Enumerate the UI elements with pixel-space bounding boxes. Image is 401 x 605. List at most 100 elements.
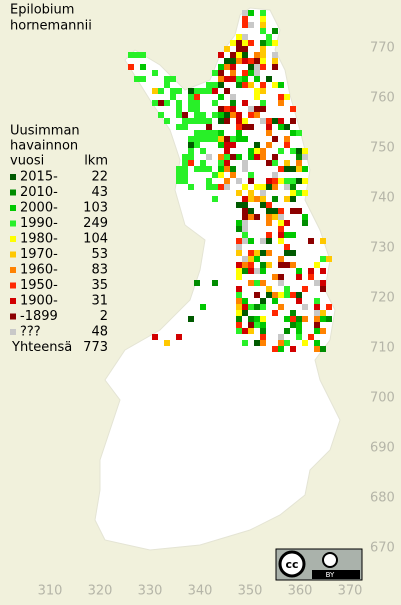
occurrence-cell xyxy=(188,316,194,322)
occurrence-cell xyxy=(314,346,320,352)
occurrence-cell xyxy=(266,76,272,82)
occurrence-cell xyxy=(290,166,296,172)
occurrence-cell xyxy=(230,112,236,118)
x-tick-label: 350 xyxy=(238,584,263,599)
occurrence-cell xyxy=(218,112,224,118)
occurrence-cell xyxy=(314,328,320,334)
occurrence-cell xyxy=(236,292,242,298)
occurrence-cell xyxy=(236,190,242,196)
occurrence-cell xyxy=(164,340,170,346)
occurrence-cell xyxy=(260,202,266,208)
occurrence-cell xyxy=(194,142,200,148)
occurrence-cell xyxy=(236,286,242,292)
y-tick-label: 770 xyxy=(370,41,395,56)
occurrence-cell xyxy=(266,238,272,244)
occurrence-cell xyxy=(284,244,290,250)
occurrence-cell xyxy=(140,64,146,70)
occurrence-cell xyxy=(314,340,320,346)
legend-count: 104 xyxy=(83,232,108,247)
x-tick-label: 340 xyxy=(188,584,213,599)
occurrence-cell xyxy=(224,112,230,118)
occurrence-cell xyxy=(224,58,230,64)
occurrence-cell xyxy=(242,196,248,202)
occurrence-cell xyxy=(176,112,182,118)
occurrence-cell xyxy=(242,304,248,310)
occurrence-cell xyxy=(206,136,212,142)
occurrence-cell xyxy=(266,208,272,214)
occurrence-cell xyxy=(260,106,266,112)
occurrence-cell xyxy=(212,112,218,118)
occurrence-cell xyxy=(188,88,194,94)
occurrence-cell xyxy=(224,136,230,142)
occurrence-cell xyxy=(290,316,296,322)
occurrence-cell xyxy=(260,148,266,154)
occurrence-cell xyxy=(188,160,194,166)
occurrence-cell xyxy=(290,148,296,154)
occurrence-cell xyxy=(230,166,236,172)
occurrence-cell xyxy=(224,184,230,190)
occurrence-cell xyxy=(290,118,296,124)
occurrence-cell xyxy=(266,40,272,46)
occurrence-cell xyxy=(320,256,326,262)
occurrence-cell xyxy=(260,64,266,70)
occurrence-cell xyxy=(284,286,290,292)
occurrence-cell xyxy=(260,190,266,196)
occurrence-cell xyxy=(278,94,284,100)
legend-count: 48 xyxy=(91,325,108,340)
occurrence-cell xyxy=(218,154,224,160)
occurrence-cell xyxy=(236,268,242,274)
occurrence-cell xyxy=(206,88,212,94)
occurrence-cell xyxy=(182,166,188,172)
occurrence-cell xyxy=(254,88,260,94)
legend-count: 2 xyxy=(100,309,108,324)
occurrence-cell xyxy=(248,196,254,202)
occurrence-cell xyxy=(236,250,242,256)
license-badge: cc BY xyxy=(275,548,363,581)
occurrence-cell xyxy=(212,184,218,190)
occurrence-cell xyxy=(254,112,260,118)
legend-label: ??? xyxy=(20,325,41,340)
occurrence-cell xyxy=(230,76,236,82)
occurrence-cell xyxy=(218,130,224,136)
legend-label: 1980- xyxy=(20,232,58,247)
occurrence-cell xyxy=(242,10,248,16)
occurrence-cell xyxy=(242,58,248,64)
occurrence-cell xyxy=(164,118,170,124)
occurrence-cell xyxy=(266,232,272,238)
occurrence-cell xyxy=(308,274,314,280)
badge-strip xyxy=(312,570,360,579)
occurrence-cell xyxy=(218,118,224,124)
occurrence-cell xyxy=(230,64,236,70)
occurrence-cell xyxy=(188,100,194,106)
occurrence-cell xyxy=(278,262,284,268)
occurrence-cell xyxy=(242,82,248,88)
occurrence-cell xyxy=(236,82,242,88)
legend-total-label: Yhteensä xyxy=(11,340,72,355)
occurrence-cell xyxy=(296,328,302,334)
occurrence-cell xyxy=(224,106,230,112)
occurrence-cell xyxy=(254,256,260,262)
occurrence-cell xyxy=(188,118,194,124)
occurrence-cell xyxy=(260,304,266,310)
occurrence-cell xyxy=(236,226,242,232)
occurrence-cell xyxy=(164,82,170,88)
occurrence-cell xyxy=(284,160,290,166)
occurrence-cell xyxy=(194,118,200,124)
occurrence-cell xyxy=(248,178,254,184)
occurrence-cell xyxy=(272,298,278,304)
occurrence-cell xyxy=(242,238,248,244)
occurrence-cell xyxy=(194,166,200,172)
occurrence-cell xyxy=(254,70,260,76)
occurrence-cell xyxy=(248,238,254,244)
occurrence-cell xyxy=(296,208,302,214)
legend-total: 773 xyxy=(83,340,108,355)
occurrence-cell xyxy=(248,82,254,88)
occurrence-cell xyxy=(176,106,182,112)
occurrence-cell xyxy=(134,76,140,82)
occurrence-cell xyxy=(242,40,248,46)
legend-count: 43 xyxy=(91,185,108,200)
occurrence-cell xyxy=(254,154,260,160)
occurrence-cell xyxy=(248,322,254,328)
occurrence-cell xyxy=(212,82,218,88)
occurrence-cell xyxy=(248,106,254,112)
